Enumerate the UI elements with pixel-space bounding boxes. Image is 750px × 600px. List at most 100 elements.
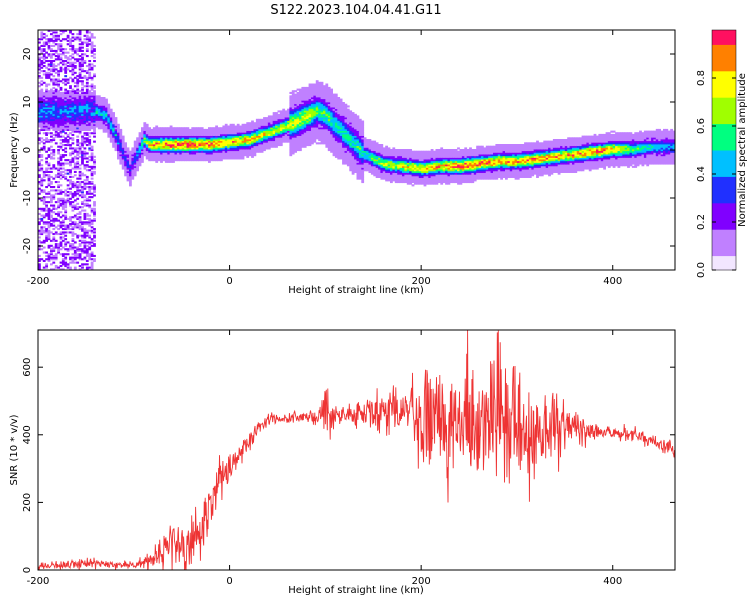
spectrogram-cell — [78, 128, 82, 131]
spectrogram-cell — [241, 139, 245, 142]
spectrogram-cell — [88, 117, 92, 120]
spectrogram-cell — [73, 224, 77, 227]
spectrogram-cell — [361, 154, 365, 157]
spectrogram-cell — [380, 155, 384, 158]
spectrogram-cell — [81, 150, 84, 153]
spectrogram-cell — [265, 127, 269, 130]
spectrogram-cell — [258, 128, 262, 131]
spectrogram-cell — [61, 125, 65, 128]
spectrogram-cell — [83, 34, 87, 37]
spectrogram-cell — [253, 123, 257, 126]
spectrogram-cell — [40, 125, 44, 128]
spectrogram-cell — [157, 139, 161, 142]
spectrogram-cell — [76, 107, 80, 110]
spectrogram-cell — [263, 144, 266, 147]
spectrogram-cell — [50, 155, 53, 158]
spectrogram-cell — [332, 149, 336, 152]
spectrogram-cell — [263, 135, 266, 138]
spectrogram-cell — [188, 140, 192, 143]
spectrogram-cell — [349, 152, 353, 155]
spectrogram-cell — [311, 123, 314, 126]
spectrogram-cell — [83, 179, 87, 182]
spectrogram-cell — [148, 135, 151, 138]
spectrogram-cell — [83, 142, 87, 145]
spectrogram-cell — [93, 236, 96, 239]
spectrogram-cell — [73, 125, 77, 128]
spectrogram-cell — [301, 144, 305, 147]
spectrogram-cell — [318, 98, 321, 101]
spectrogram-cell — [66, 142, 70, 145]
spectrogram-cell — [71, 259, 75, 262]
spectrogram-cell — [289, 144, 293, 147]
spectrogram-cell — [57, 201, 60, 204]
spectrogram-cell — [196, 144, 199, 147]
spectrogram-cell — [69, 97, 72, 100]
spectrogram-cell — [354, 125, 357, 128]
spectrogram-cell — [97, 98, 101, 101]
spectrogram-cell — [105, 125, 108, 128]
spectrogram-cell — [90, 108, 94, 111]
spectrogram-cell — [57, 162, 60, 165]
spectrogram-cell — [66, 34, 70, 37]
spectrogram-cell — [109, 128, 113, 131]
spectrogram-cell — [50, 196, 53, 199]
spectrogram-cell — [59, 231, 63, 234]
spectrogram-cell — [315, 130, 319, 133]
spectrogram-cell — [370, 149, 374, 152]
spectrogram-cell — [344, 132, 348, 135]
spectrogram-cell — [124, 150, 127, 153]
spectrogram-cell — [303, 130, 307, 133]
spectrogram-cell — [208, 132, 211, 135]
spectrogram-cell — [306, 139, 309, 142]
spectrogram-cell — [52, 150, 56, 153]
spectrogram-cell — [301, 123, 305, 126]
spectrogram-cell — [179, 149, 183, 152]
spectrogram-cell — [81, 122, 84, 125]
spectrogram-cell — [370, 164, 374, 167]
spectrogram-cell — [160, 132, 163, 135]
spectrogram-cell — [64, 102, 68, 105]
spectrogram-cell — [361, 120, 365, 123]
spectrogram-cell — [373, 150, 377, 153]
spectrogram-cell — [141, 142, 144, 145]
spectrogram-cell — [47, 154, 51, 157]
spectrogram-cell — [71, 90, 75, 93]
spectrogram-cell — [124, 172, 127, 175]
spectrogram-cell — [208, 142, 211, 145]
spectrogram-cell — [325, 132, 329, 135]
spectrogram-cell — [69, 231, 72, 234]
spectrogram-cell — [42, 102, 46, 105]
spectrogram-cell — [109, 110, 113, 113]
spectrogram-cell — [193, 159, 197, 162]
spectrogram-cell — [69, 107, 72, 110]
spectrogram-cell — [229, 147, 233, 150]
spectrogram-cell — [83, 147, 87, 150]
spectrogram-cell — [81, 155, 84, 158]
spectrogram-cell — [339, 152, 343, 155]
spectrogram-cell — [90, 83, 94, 86]
spectrogram-cell — [294, 103, 297, 106]
spectrogram-cell — [155, 128, 159, 131]
spectrogram-cell — [320, 98, 324, 101]
spectrogram-cell — [373, 152, 377, 155]
spectrogram-cell — [162, 150, 166, 153]
spectrogram-cell — [356, 130, 360, 133]
spectrogram-cell — [356, 152, 360, 155]
spectrogram-cell — [61, 197, 65, 200]
spectrogram-cell — [42, 214, 46, 217]
spectrogram-cell — [78, 120, 82, 123]
spectrogram-cell — [198, 130, 202, 133]
spectrogram-cell — [212, 139, 216, 142]
spectrogram-cell — [301, 107, 305, 110]
spectrogram-cell — [205, 139, 209, 142]
spectrogram-cell — [385, 149, 388, 152]
spectrogram-cell — [296, 145, 300, 148]
spectrogram-cell — [83, 204, 87, 207]
spectrogram-cell — [162, 159, 166, 162]
spectrogram-cell — [275, 144, 278, 147]
spectrogram-cell — [332, 133, 336, 136]
spectrogram-cell — [313, 127, 317, 130]
spectrogram-cell — [308, 110, 312, 113]
spectrogram-cell — [133, 159, 137, 162]
spectrogram-cell — [196, 149, 199, 152]
